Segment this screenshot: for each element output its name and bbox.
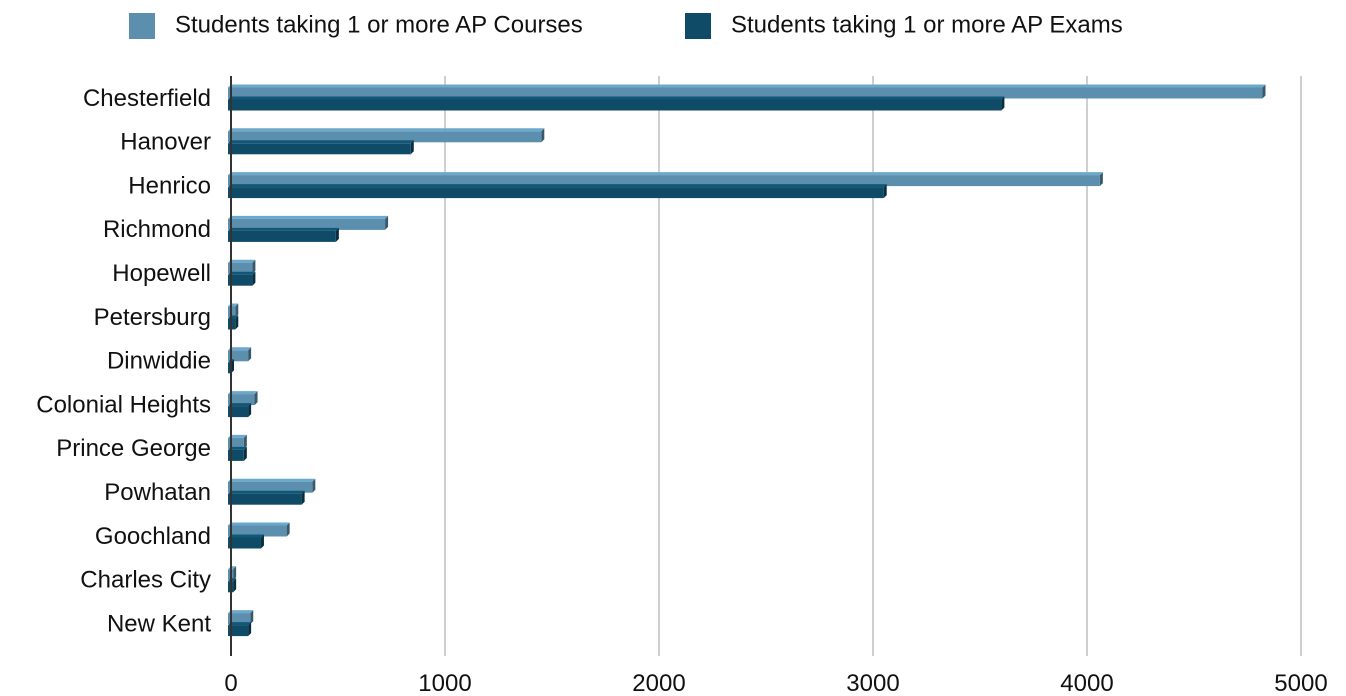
category-label-petersburg: Petersburg: [94, 304, 211, 331]
bar-colonial-heights-courses-top: [228, 391, 258, 395]
bar-new-kent-courses: [228, 613, 251, 625]
bar-goochland-exams: [228, 537, 261, 549]
bar-hanover-exams-side: [410, 140, 414, 155]
category-label-goochland: Goochland: [95, 523, 211, 550]
bar-henrico-exams: [228, 187, 884, 199]
bar-prince-george-courses-side: [243, 434, 247, 449]
legend-label-exams: Students taking 1 or more AP Exams: [731, 11, 1123, 38]
x-tick-label-2000: 2000: [632, 670, 685, 696]
bar-new-kent-courses-top: [228, 610, 254, 614]
bar-henrico-courses-side: [1099, 172, 1103, 187]
bar-chesterfield-exams-side: [1001, 96, 1005, 111]
category-label-hanover: Hanover: [120, 129, 211, 156]
category-label-charles-city: Charles City: [80, 567, 211, 594]
x-tick-label-0: 0: [224, 670, 237, 696]
bar-colonial-heights-courses-side: [254, 391, 258, 406]
bar-hanover-exams: [228, 143, 411, 155]
bar-hopewell-courses-side: [252, 259, 256, 274]
bar-richmond-exams-top: [228, 227, 339, 231]
bar-hopewell-exams-top: [228, 271, 256, 275]
bar-prince-george-exams-side: [243, 446, 247, 461]
bar-new-kent-courses-side: [250, 610, 254, 625]
category-label-colonial-heights: Colonial Heights: [36, 391, 211, 418]
bar-hopewell-courses-top: [228, 259, 256, 263]
bar-richmond-courses-side: [385, 215, 389, 230]
bar-richmond-exams-side: [335, 227, 339, 242]
bar-new-kent-exams: [228, 625, 249, 637]
bar-chesterfield-courses-side: [1262, 84, 1266, 99]
bar-chesterfield-exams: [228, 99, 1002, 111]
category-label-prince-george: Prince George: [56, 435, 211, 462]
bar-prince-george-courses: [228, 437, 244, 449]
bar-prince-george-exams-top: [228, 446, 247, 450]
bar-powhatan-courses: [228, 481, 313, 493]
bar-dinwiddie-courses-side: [248, 347, 252, 362]
bar-colonial-heights-exams-side: [248, 403, 252, 418]
bar-hanover-courses-top: [228, 128, 545, 132]
bar-henrico-exams-top: [228, 184, 887, 188]
category-label-richmond: Richmond: [103, 216, 211, 243]
bar-powhatan-courses-side: [312, 478, 316, 493]
bar-hopewell-courses: [228, 262, 253, 274]
bar-chesterfield-exams-top: [228, 96, 1005, 100]
bar-richmond-courses: [228, 218, 386, 230]
bar-goochland-courses-side: [286, 522, 290, 537]
bar-petersburg-courses-side: [235, 303, 239, 318]
bar-henrico-exams-side: [883, 184, 887, 199]
bar-hanover-courses-side: [541, 128, 545, 143]
category-label-hopewell: Hopewell: [112, 260, 211, 287]
category-label-powhatan: Powhatan: [104, 479, 211, 506]
bar-colonial-heights-exams: [228, 406, 249, 418]
x-tick-label-4000: 4000: [1060, 670, 1113, 696]
category-label-new-kent: New Kent: [107, 610, 211, 637]
bar-colonial-heights-exams-top: [228, 403, 252, 407]
category-label-dinwiddie: Dinwiddie: [107, 348, 211, 375]
bar-new-kent-exams-top: [228, 622, 252, 626]
bar-hopewell-exams-side: [252, 271, 256, 286]
bar-goochland-exams-side: [260, 534, 264, 549]
bar-powhatan-exams-side: [301, 490, 305, 505]
x-tick-label-3000: 3000: [846, 670, 899, 696]
legend-swatch-exams: [685, 13, 711, 39]
bar-henrico-courses-top: [228, 172, 1103, 176]
bar-prince-george-exams: [228, 449, 244, 461]
bar-new-kent-exams-side: [248, 622, 252, 637]
bar-richmond-exams: [228, 230, 336, 242]
bar-chesterfield-courses: [228, 87, 1263, 99]
bar-dinwiddie-exams: [228, 362, 231, 374]
bar-goochland-exams-top: [228, 534, 264, 538]
bar-petersburg-exams-side: [235, 315, 239, 330]
bar-hopewell-exams: [228, 274, 253, 286]
bar-goochland-courses: [228, 525, 287, 537]
bar-goochland-courses-top: [228, 522, 290, 526]
x-tick-label-1000: 1000: [418, 670, 471, 696]
bar-powhatan-exams: [228, 493, 302, 505]
bar-prince-george-courses-top: [228, 434, 247, 438]
bar-henrico-courses: [228, 175, 1100, 187]
category-label-henrico: Henrico: [128, 172, 211, 199]
x-tick-label-5000: 5000: [1274, 670, 1327, 696]
bar-dinwiddie-courses-top: [228, 347, 252, 351]
bar-colonial-heights-courses: [228, 394, 255, 406]
legend-swatch-courses: [129, 13, 155, 39]
bar-charles-city-exams-side: [233, 578, 237, 593]
bar-hanover-courses: [228, 131, 542, 143]
bar-hanover-exams-top: [228, 140, 414, 144]
bar-dinwiddie-courses: [228, 350, 249, 362]
bar-chesterfield-courses-top: [228, 84, 1266, 88]
category-label-chesterfield: Chesterfield: [83, 85, 211, 112]
bar-powhatan-exams-top: [228, 490, 305, 494]
bar-richmond-courses-top: [228, 215, 389, 219]
legend-label-courses: Students taking 1 or more AP Courses: [175, 11, 583, 38]
bar-powhatan-courses-top: [228, 478, 316, 482]
bar-charles-city-courses-side: [233, 566, 237, 581]
